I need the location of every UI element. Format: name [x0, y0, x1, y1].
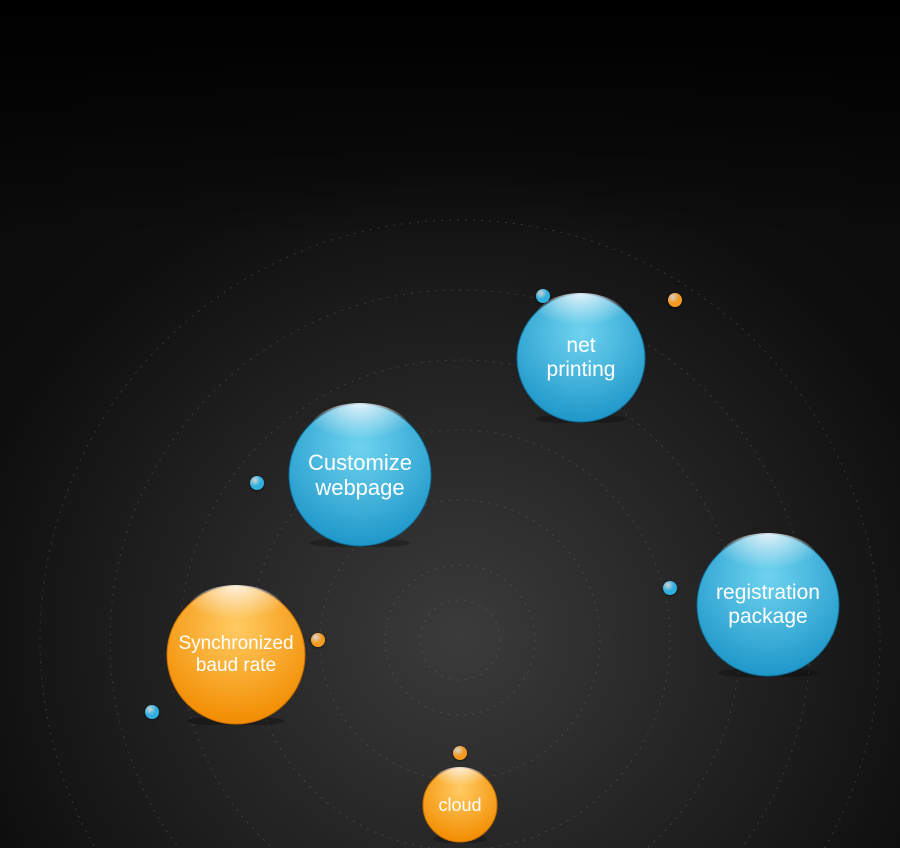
satellite-dot [250, 476, 264, 490]
satellite-dot [663, 581, 677, 595]
bubble-registration-package: registration package [696, 533, 840, 677]
satellite-dot [536, 289, 550, 303]
bubble-label: Synchronized baud rate [178, 633, 293, 677]
bubble-label: registration package [716, 581, 820, 629]
satellite-dot [668, 293, 682, 307]
bubble-cloud: cloud [422, 767, 498, 843]
bubble-label: cloud [438, 795, 481, 816]
bubble-net-printing: net printing [516, 293, 646, 423]
bubble-label: Customize webpage [308, 450, 412, 501]
bubble-customize-webpage: Customize webpage [288, 403, 432, 547]
diagram-stage: net printing Customize webpage registratio… [0, 0, 900, 848]
satellite-dot [311, 633, 325, 647]
satellite-dot [453, 746, 467, 760]
background-svg [0, 0, 900, 848]
satellite-dot [145, 705, 159, 719]
bubble-sync-baud-rate: Synchronized baud rate [166, 585, 306, 725]
bubble-label: net printing [547, 334, 616, 382]
